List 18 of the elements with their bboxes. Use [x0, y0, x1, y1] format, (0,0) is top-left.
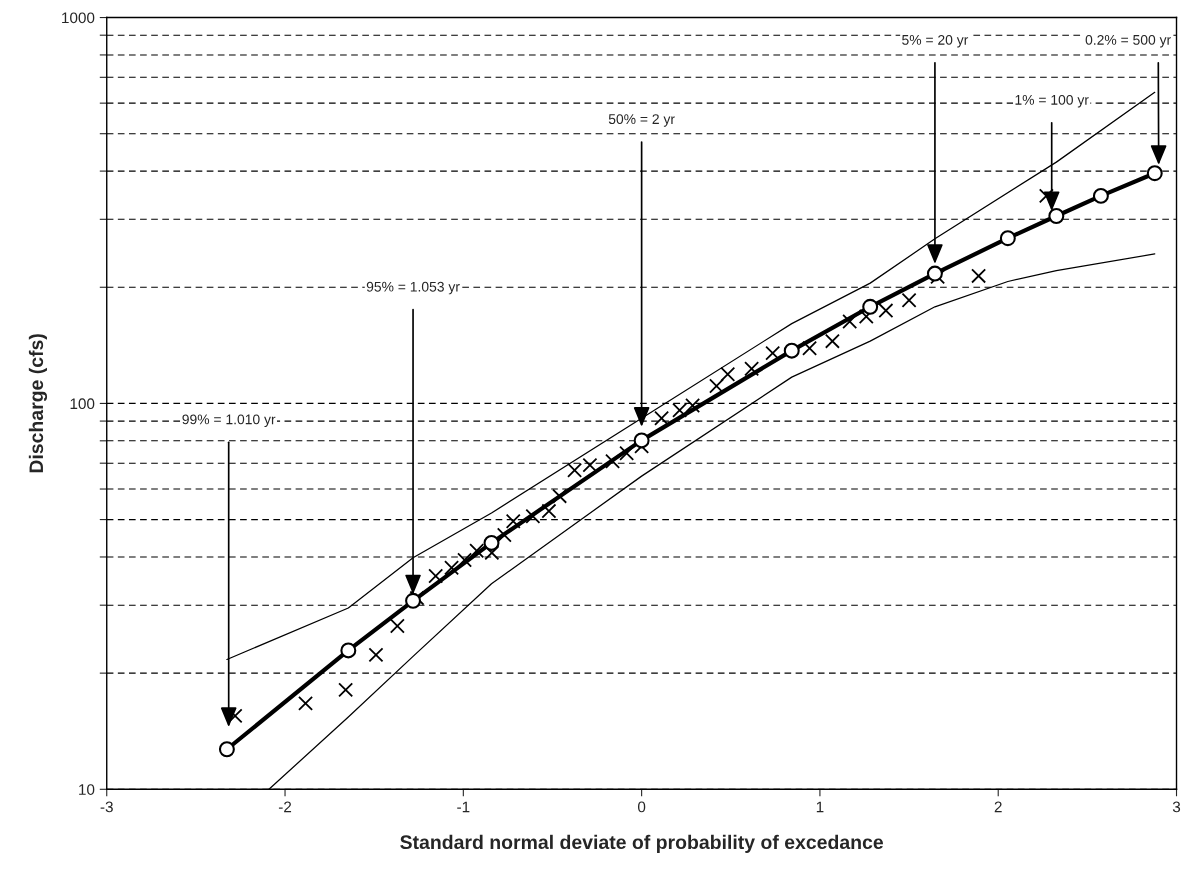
annotation: 95% = 1.053 yr [366, 281, 460, 295]
x-tick-label: 2 [994, 801, 1002, 813]
x-tick-label: 0 [637, 801, 646, 813]
x-tick-label: 1 [816, 801, 824, 813]
annotation: 0.2% = 500 yr [1085, 34, 1171, 48]
annotation: 50% = 2 yr [608, 114, 675, 127]
x-tick-label: 3 [1172, 801, 1181, 813]
annotation: 5% = 20 yr [902, 34, 969, 48]
y-tick-label: 100 [70, 398, 95, 410]
x-tick-label: -3 [100, 801, 113, 813]
x-tick-label: -1 [457, 801, 470, 813]
annotation: 1% = 100 yr [1015, 94, 1089, 108]
annotation: 99% = 1.010 yr [182, 414, 276, 428]
y-tick-label: 10 [79, 784, 95, 795]
x-tick-label: -2 [278, 801, 292, 813]
y-tick-label: 1000 [62, 12, 95, 24]
y-axis-title: Discharge (cfs) [28, 334, 48, 473]
x-axis-title: Standard normal deviate of probability of excedance [400, 834, 884, 853]
